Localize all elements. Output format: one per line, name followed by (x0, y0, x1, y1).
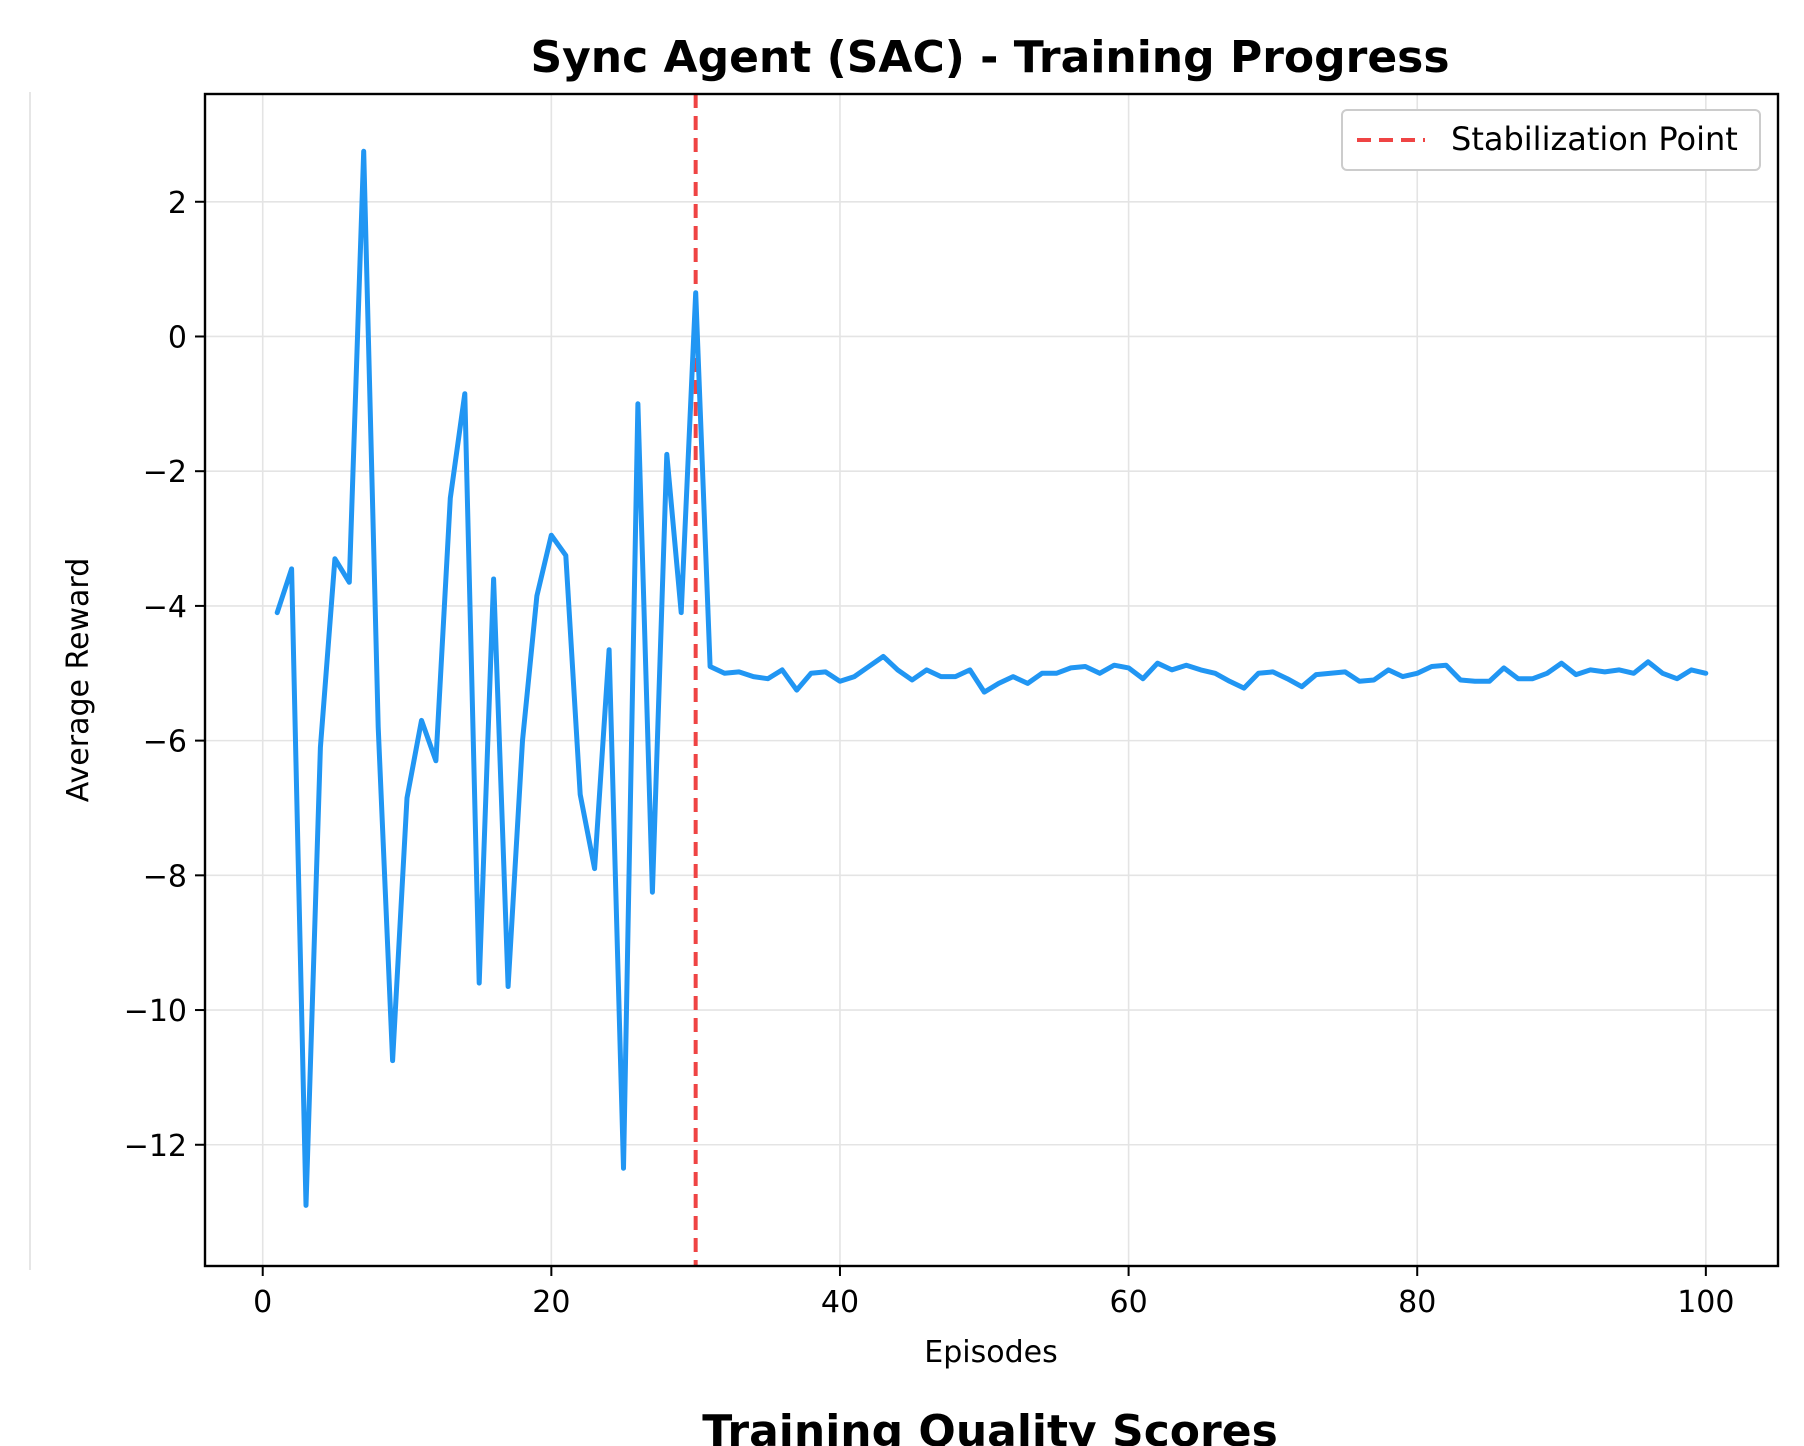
series-layer (274, 148, 1709, 1208)
y-tick-label: 0 (168, 320, 187, 355)
y-tick-label: −6 (143, 725, 187, 760)
reward-series-line (274, 148, 1709, 1208)
legend: Stabilization Point (1341, 109, 1761, 171)
y-axis-label: Average Reward (61, 558, 96, 802)
x-tick-label: 40 (821, 1285, 859, 1320)
y-tick-label: −10 (124, 994, 187, 1029)
x-tick-label: 0 (253, 1285, 272, 1320)
y-tick-label: 2 (168, 186, 187, 221)
y-tick-label: −8 (143, 859, 187, 894)
y-tick-label: −2 (143, 455, 187, 490)
x-tick-label: 100 (1677, 1285, 1734, 1320)
plot-frame (203, 92, 1780, 1268)
chart-title: Sync Agent (SAC) - Training Progress (530, 32, 1449, 83)
legend-stabilization-label: Stabilization Point (1451, 120, 1738, 158)
legend-box (1341, 109, 1761, 171)
y-tick-label: −12 (124, 1129, 187, 1164)
x-tick-label: 20 (532, 1285, 570, 1320)
y-tick-label: −4 (143, 590, 187, 625)
x-axis-label: Episodes (924, 1335, 1057, 1370)
grid (205, 94, 1778, 1266)
x-tick-label: 80 (1398, 1285, 1436, 1320)
x-tick-label: 60 (1110, 1285, 1148, 1320)
next-chart-title: Training Quality Scores (702, 1406, 1278, 1446)
